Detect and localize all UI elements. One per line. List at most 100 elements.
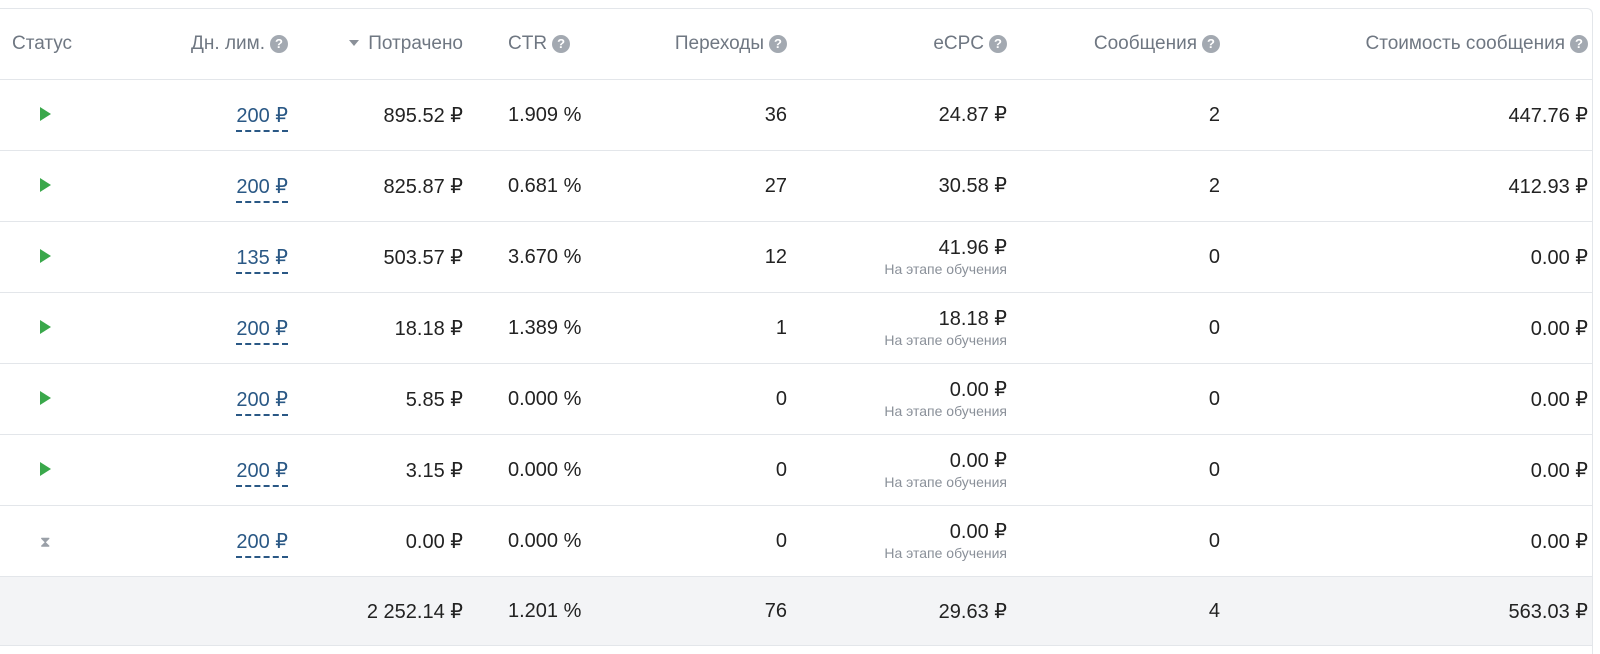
daily-limit-cell: 200 ₽	[110, 150, 300, 222]
table-row: 200 ₽ 895.52 ₽ 1.909 % 36 24.87 ₽ 2 447.…	[0, 79, 1592, 151]
play-icon[interactable]	[40, 319, 51, 334]
help-icon[interactable]: ?	[270, 35, 288, 53]
daily-limit-cell: 200 ₽	[110, 292, 300, 364]
spent-cell: 0.00 ₽	[300, 505, 475, 577]
daily-limit-link[interactable]: 200 ₽	[236, 388, 288, 416]
help-icon[interactable]: ?	[989, 35, 1007, 53]
col-header-transitions-label: Переходы	[674, 33, 764, 54]
status-cell	[0, 363, 110, 435]
col-header-ecpc[interactable]: eCPC?	[805, 9, 1025, 80]
messages-cell: 2	[1025, 150, 1230, 222]
ecpc-learning-note: На этапе обучения	[884, 332, 1007, 348]
messages-cell: 0	[1025, 221, 1230, 293]
message-cost-cell: 0.00 ₽	[1230, 434, 1592, 506]
spent-cell: 18.18 ₽	[300, 292, 475, 364]
message-cost-cell: 0.00 ₽	[1230, 221, 1592, 293]
ctr-cell: 1.909 %	[475, 79, 605, 151]
messages-cell: 0	[1025, 505, 1230, 577]
totals-row-group: 2 252.14 ₽ 1.201 % 76 29.63 ₽ 4 563.03 ₽	[0, 576, 1592, 646]
ecpc-learning-note: На этапе обучения	[884, 403, 1007, 419]
transitions-cell: 0	[605, 434, 805, 506]
daily-limit-link[interactable]: 200 ₽	[236, 104, 288, 132]
play-icon[interactable]	[40, 461, 51, 476]
totals-spent: 2 252.14 ₽	[300, 576, 475, 646]
play-icon[interactable]	[40, 248, 51, 263]
message-cost-cell: 0.00 ₽	[1230, 505, 1592, 577]
ecpc-cell: 30.58 ₽	[805, 150, 1025, 222]
ecpc-value: 0.00 ₽	[949, 521, 1007, 543]
daily-limit-link[interactable]: 200 ₽	[236, 459, 288, 487]
col-header-messages-label: Сообщения	[1093, 33, 1197, 54]
daily-limit-link[interactable]: 135 ₽	[236, 246, 288, 274]
transitions-cell: 27	[605, 150, 805, 222]
campaign-stats-table-frame: Статус Дн. лим.? Потрачено CTR? Переходы…	[0, 8, 1593, 654]
play-icon[interactable]	[40, 177, 51, 192]
table-body: 200 ₽ 895.52 ₽ 1.909 % 36 24.87 ₽ 2 447.…	[0, 79, 1592, 577]
col-header-transitions[interactable]: Переходы?	[605, 9, 805, 80]
daily-limit-cell: 135 ₽	[110, 221, 300, 293]
totals-ctr: 1.201 %	[475, 576, 605, 646]
ctr-cell: 0.000 %	[475, 363, 605, 435]
ctr-cell: 3.670 %	[475, 221, 605, 293]
message-cost-cell: 412.93 ₽	[1230, 150, 1592, 222]
col-header-ctr[interactable]: CTR?	[475, 9, 605, 80]
col-header-status-label: Статус	[12, 33, 73, 54]
hourglass-icon[interactable]: ⧗	[40, 533, 51, 551]
play-icon[interactable]	[40, 390, 51, 405]
spent-cell: 825.87 ₽	[300, 150, 475, 222]
daily-limit-link[interactable]: 200 ₽	[236, 175, 288, 203]
ctr-cell: 0.681 %	[475, 150, 605, 222]
col-header-spent[interactable]: Потрачено	[300, 9, 475, 80]
status-cell	[0, 434, 110, 506]
ecpc-value: 30.58 ₽	[938, 175, 1007, 197]
col-header-message-cost-label: Стоимость сообщения	[1365, 33, 1565, 54]
daily-limit-link[interactable]: 200 ₽	[236, 317, 288, 345]
table-row: 200 ₽ 825.87 ₽ 0.681 % 27 30.58 ₽ 2 412.…	[0, 150, 1592, 222]
message-cost-cell: 0.00 ₽	[1230, 292, 1592, 364]
col-header-messages[interactable]: Сообщения?	[1025, 9, 1230, 80]
ecpc-value: 18.18 ₽	[938, 308, 1007, 330]
col-header-status[interactable]: Статус	[0, 9, 110, 80]
table-row: 200 ₽ 3.15 ₽ 0.000 % 0 0.00 ₽ На этапе об…	[0, 434, 1592, 506]
daily-limit-link[interactable]: 200 ₽	[236, 530, 288, 558]
totals-row: 2 252.14 ₽ 1.201 % 76 29.63 ₽ 4 563.03 ₽	[0, 576, 1592, 646]
col-header-message-cost[interactable]: Стоимость сообщения?	[1230, 9, 1592, 80]
totals-messages: 4	[1025, 576, 1230, 646]
sort-desc-icon	[349, 40, 360, 46]
status-cell: ⧗	[0, 505, 110, 577]
spent-cell: 5.85 ₽	[300, 363, 475, 435]
help-icon[interactable]: ?	[1202, 35, 1220, 53]
help-icon[interactable]: ?	[769, 35, 787, 53]
help-icon[interactable]: ?	[1570, 35, 1588, 53]
spent-cell: 895.52 ₽	[300, 79, 475, 151]
daily-limit-cell: 200 ₽	[110, 434, 300, 506]
col-header-daily-limit[interactable]: Дн. лим.?	[110, 9, 300, 80]
messages-cell: 2	[1025, 79, 1230, 151]
col-header-ecpc-label: eCPC	[933, 33, 984, 54]
col-header-daily-limit-label: Дн. лим.	[191, 33, 265, 54]
ctr-cell: 0.000 %	[475, 434, 605, 506]
totals-limit-cell	[110, 576, 300, 646]
help-icon[interactable]: ?	[552, 35, 571, 53]
message-cost-cell: 0.00 ₽	[1230, 363, 1592, 435]
ecpc-learning-note: На этапе обучения	[884, 545, 1007, 561]
transitions-cell: 0	[605, 505, 805, 577]
ctr-cell: 1.389 %	[475, 292, 605, 364]
table-row: 200 ₽ 5.85 ₽ 0.000 % 0 0.00 ₽ На этапе об…	[0, 363, 1592, 435]
transitions-cell: 1	[605, 292, 805, 364]
ecpc-cell: 0.00 ₽ На этапе обучения	[805, 363, 1025, 435]
ecpc-value: 0.00 ₽	[949, 450, 1007, 472]
transitions-cell: 0	[605, 363, 805, 435]
table-row: 200 ₽ 18.18 ₽ 1.389 % 1 18.18 ₽ На этапе …	[0, 292, 1592, 364]
messages-cell: 0	[1025, 292, 1230, 364]
totals-status-cell	[0, 576, 110, 646]
ecpc-learning-note: На этапе обучения	[884, 261, 1007, 277]
ecpc-value: 24.87 ₽	[938, 104, 1007, 126]
messages-cell: 0	[1025, 434, 1230, 506]
play-icon[interactable]	[40, 106, 51, 121]
daily-limit-cell: 200 ₽	[110, 363, 300, 435]
spent-cell: 3.15 ₽	[300, 434, 475, 506]
ecpc-cell: 41.96 ₽ На этапе обучения	[805, 221, 1025, 293]
spent-cell: 503.57 ₽	[300, 221, 475, 293]
messages-cell: 0	[1025, 363, 1230, 435]
